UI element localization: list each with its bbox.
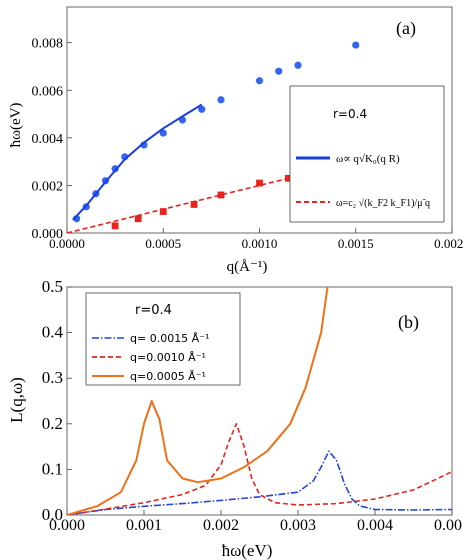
panel-b-series-2-line	[67, 287, 329, 515]
panel-a-data-point	[190, 201, 198, 208]
panel-a-ylabel: ħω(eV)	[8, 103, 24, 148]
panel-a-data-point	[275, 67, 283, 75]
panel-a-series-1-line	[72, 103, 203, 221]
panel-b-legend-title: r=0.4	[135, 303, 172, 318]
panel-a-data-point	[294, 61, 302, 69]
panel-a-data-point	[217, 191, 225, 199]
panel-a-legend-title: r=0.4	[333, 107, 367, 121]
panel-b-ytick-label: 0.4	[42, 323, 64, 342]
panel-b-ytick-label: 0.5	[42, 277, 63, 296]
panel-b-xtick-label: 0.001	[126, 517, 162, 534]
panel-a-data-point	[256, 179, 263, 187]
panel-b-ytick-label: 0.0	[42, 505, 63, 524]
panel-a-data-point	[111, 222, 119, 230]
panel-b-ytick-label: 0.2	[42, 414, 63, 433]
panel-b-series-1-line	[67, 423, 452, 515]
panel-a-series-3-line	[67, 175, 299, 233]
panel-a-legend-box	[289, 85, 445, 223]
panel-a-ytick-label: 0.000	[32, 227, 64, 242]
panel-a-ytick-label: 0.006	[32, 84, 64, 99]
panel-b-xlabel: ħω(eV)	[222, 541, 273, 560]
panel-a-xtick-label: 0.0010	[242, 236, 278, 251]
panel-a-ytick-label: 0.004	[32, 132, 64, 147]
panel-a-xtick-label: 0.0000	[49, 236, 85, 251]
panel-b-frame	[66, 286, 453, 516]
panel-a-data-point	[198, 105, 206, 113]
panel-b-xtick-label: 0.004	[357, 517, 393, 534]
panel-b-legend: r=0.4 q= 0.0015 Å⁻¹ q=0.0010 Å⁻¹ q=0.000…	[85, 292, 241, 386]
panel-a-label: (a)	[396, 18, 416, 39]
panel-a-data-point	[352, 41, 360, 49]
panel-b-xtick-label: 0.000	[49, 517, 85, 534]
panel-b-xtick-label: 0.003	[280, 517, 316, 534]
panel-a-legend: r=0.4 ω∝ q√K₀(q R) ω=c₂ √(k_F2 k_F1)/μ̃ …	[289, 85, 445, 223]
panel-a-ytick-label: 0.008	[32, 37, 64, 52]
panel-b-legend-entry-3: q=0.0005 Å⁻¹	[130, 370, 206, 383]
panel-b-ylabel: L(q,ω)	[7, 377, 26, 423]
panel-a-xtick-label: 0.0005	[145, 236, 181, 251]
panel-b-ytick-label: 0.1	[42, 459, 63, 478]
panel-b-legend-entry-2: q=0.0010 Å⁻¹	[130, 351, 206, 364]
panel-a-data-point	[255, 77, 264, 85]
panel-a-xlabel: q(Å⁻¹)	[227, 259, 268, 275]
panel-a-ytick-label: 0.002	[32, 179, 64, 194]
panel-a-data-point	[159, 208, 167, 215]
panel-a-data-point	[217, 96, 225, 104]
panel-a-legend-entry-1: ω∝ q√K₀(q R)	[336, 153, 400, 165]
panel-b-series-0-line	[67, 450, 452, 515]
panel-b-xtick-label: 0.002	[203, 517, 239, 534]
panel-b-ytick-label: 0.3	[42, 368, 63, 387]
panel-b-xtick-label: 0.005	[434, 517, 463, 534]
panel-b-legend-box	[85, 292, 241, 386]
panel-a-data-point	[111, 165, 119, 173]
panel-a-legend-entry-2: ω=c₂ √(k_F2 k_F1)/μ̃ q	[336, 198, 430, 209]
panel-a-data-point	[134, 215, 142, 223]
panel-b-label: (b)	[398, 312, 419, 333]
panel-b: 0.000 0.001 0.002 0.003 0.004 0.005 0.0 0.1 0.2…	[7, 277, 463, 560]
panel-a-xtick-label: 0.0015	[338, 236, 374, 251]
panel-a-data-point	[159, 129, 167, 137]
panel-b-legend-entry-1: q= 0.0015 Å⁻¹	[130, 332, 209, 345]
